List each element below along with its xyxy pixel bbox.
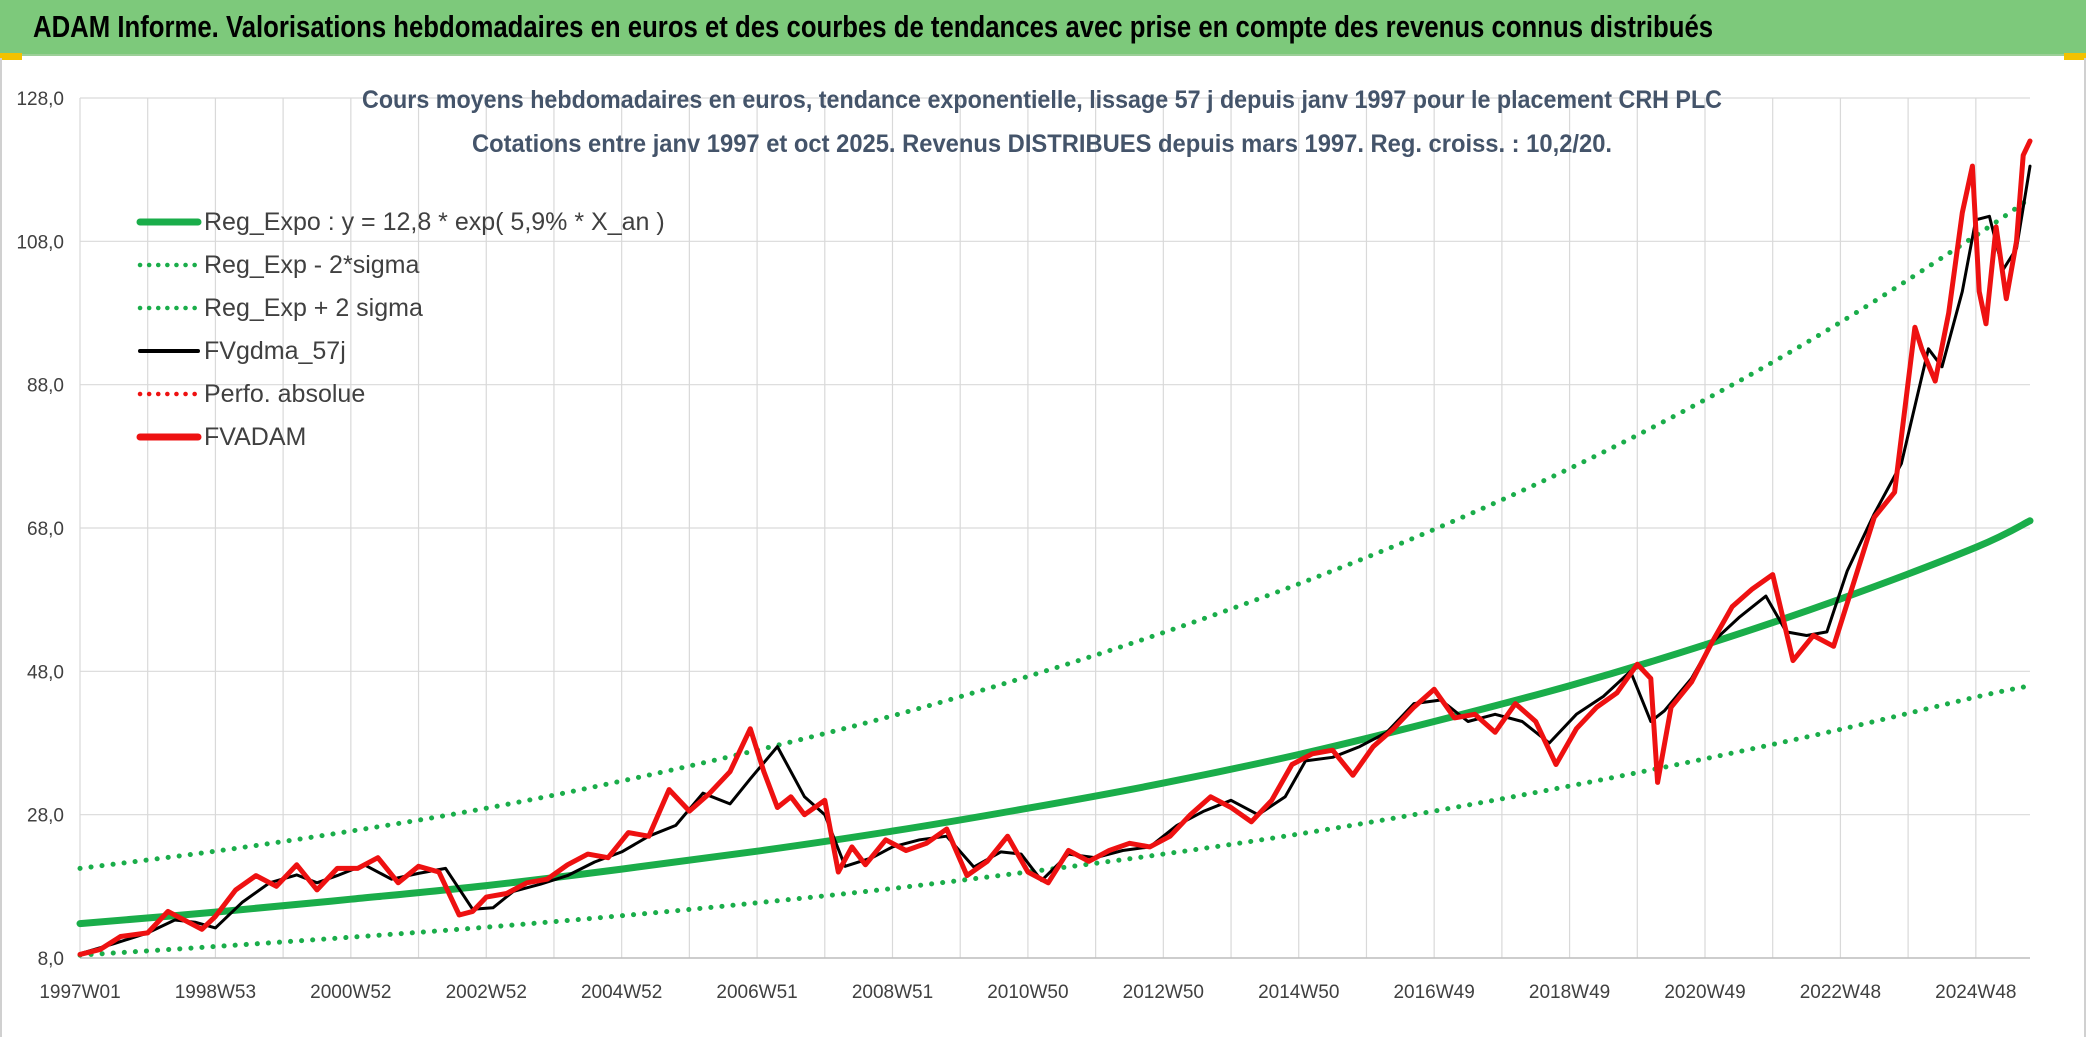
x-tick-label: 2022W48	[1800, 982, 1881, 1003]
x-tick-label: 2006W51	[716, 982, 797, 1003]
series-fvadam	[77, 138, 2033, 957]
grid-layer	[79, 97, 2030, 959]
x-tick-label: 2000W52	[310, 982, 391, 1003]
legend-label: FVgdma_57j	[204, 337, 346, 365]
legend-label: FVADAM	[204, 423, 306, 451]
x-tick-label: 2002W52	[446, 982, 527, 1003]
y-tick-label: 108,0	[16, 232, 64, 253]
legend-label: Perfo. absolue	[204, 380, 365, 408]
corner-mark-left	[0, 53, 22, 60]
series-reg-exp-plus-2sigma	[77, 195, 2033, 871]
x-tick-label: 2024W48	[1935, 982, 2016, 1003]
legend-label: Reg_Expo : y = 12,8 * exp( 5,9% * X_an )	[204, 208, 665, 236]
chart-subtitle: Cotations entre janv 1997 et oct 2025. R…	[472, 130, 1612, 158]
series-fvgdma-57j	[78, 164, 2032, 956]
chart-frame: 8,0 28,0 48,0 68,0 88,0 108,0 128,0 1997W01 1998…	[0, 58, 2086, 1037]
series-reg-expo	[76, 517, 2034, 928]
legend-label: Reg_Exp - 2*sigma	[204, 251, 419, 279]
x-tick-label: 2014W50	[1258, 982, 1339, 1003]
x-tick-label: 2004W52	[581, 982, 662, 1003]
y-tick-label: 48,0	[27, 662, 64, 683]
x-tick-label: 2018W49	[1529, 982, 1610, 1003]
y-tick-label: 8,0	[38, 949, 64, 970]
x-tick-label: 1997W01	[39, 982, 120, 1003]
axis-layer: 8,0 28,0 48,0 68,0 88,0 108,0 128,0 1997W01 1998…	[16, 89, 2030, 1003]
x-tick-label: 2010W50	[987, 982, 1068, 1003]
y-tick-label: 88,0	[27, 376, 64, 397]
corner-mark-right	[2064, 53, 2086, 60]
x-tick-label: 2012W50	[1123, 982, 1204, 1003]
header-banner: ADAM Informe. Valorisations hebdomadaire…	[0, 0, 2086, 56]
page-title: ADAM Informe. Valorisations hebdomadaire…	[33, 9, 1714, 44]
legend-label: Reg_Exp + 2 sigma	[204, 294, 423, 322]
chart-svg: 8,0 28,0 48,0 68,0 88,0 108,0 128,0 1997W01 1998…	[16, 86, 2034, 1003]
x-tick-label: 2008W51	[852, 982, 933, 1003]
series-reg-exp-minus-2sigma	[77, 683, 2033, 958]
series-layer	[76, 138, 2034, 958]
y-tick-label: 28,0	[27, 806, 64, 827]
legend: Reg_Expo : y = 12,8 * exp( 5,9% * X_an )…	[136, 208, 665, 451]
y-tick-label: 68,0	[27, 519, 64, 540]
x-tick-label: 2020W49	[1664, 982, 1745, 1003]
x-tick-label: 2016W49	[1393, 982, 1474, 1003]
chart-title: Cours moyens hebdomadaires en euros, ten…	[362, 86, 1722, 114]
y-tick-label: 128,0	[16, 89, 64, 110]
x-tick-label: 1998W53	[175, 982, 256, 1003]
